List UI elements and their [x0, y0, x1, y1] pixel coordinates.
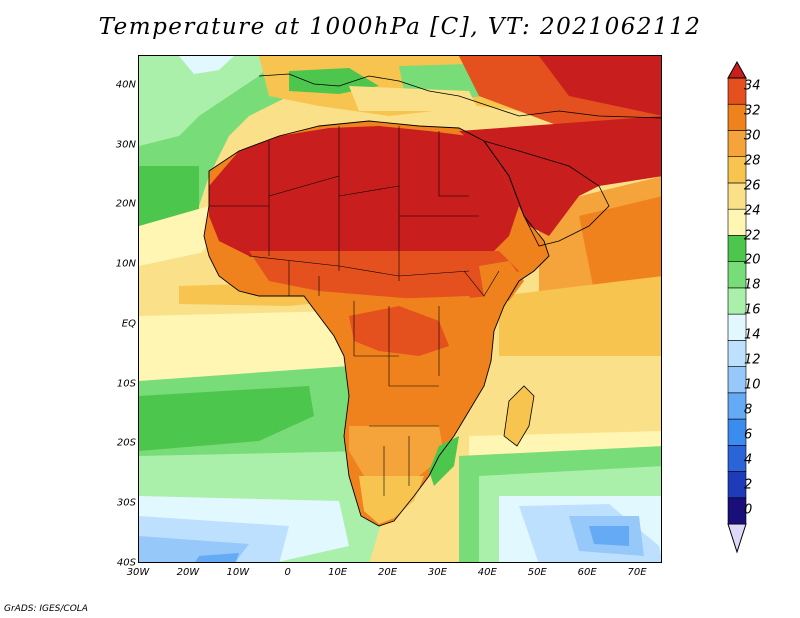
- colorbar-tick-label: 30: [744, 128, 761, 144]
- lon-tick-label: 0: [284, 567, 291, 578]
- lon-tick-label: 10W: [226, 567, 250, 578]
- temperature-map: [138, 55, 662, 563]
- colorbar-tick-label: 4: [744, 452, 753, 468]
- colorbar-tick-label: 2: [744, 477, 753, 493]
- lat-tick-label: 30N: [115, 139, 136, 151]
- lon-tick-label: 30E: [427, 567, 447, 578]
- lat-tick-label: 10S: [116, 378, 136, 390]
- colorbar-tick-label: 18: [744, 277, 761, 293]
- colorbar-tick-label: 8: [744, 402, 753, 418]
- lon-tick-label: 40E: [477, 567, 497, 578]
- lon-tick-label: 30W: [126, 567, 150, 578]
- lat-tick-label: 10N: [115, 258, 136, 270]
- lon-tick-label: 20W: [176, 567, 200, 578]
- lon-tick-label: 20E: [377, 567, 398, 578]
- map-title: Temperature at 1000hPa [C], VT: 20210621…: [98, 14, 702, 40]
- lon-tick-label: 10E: [328, 567, 348, 578]
- lat-tick-label: 40N: [115, 79, 136, 91]
- lat-tick-label: 40S: [116, 557, 136, 569]
- lon-tick-label: 70E: [627, 567, 647, 578]
- colorbar-tick-label: 28: [744, 153, 761, 169]
- colorbar-high-arrow: [727, 60, 747, 79]
- colorbar-tick-label: 22: [744, 228, 761, 244]
- colorbar-tick-label: 12: [744, 352, 761, 368]
- colorbar-tick-label: 16: [744, 302, 761, 318]
- colorbar-low-arrow: [727, 523, 747, 554]
- lat-tick-label: 30S: [116, 497, 136, 509]
- colorbar-tick-label: 14: [744, 327, 761, 343]
- lat-tick-label: 20N: [115, 198, 136, 210]
- credit-text: GrADS: IGES/COLA: [4, 604, 88, 614]
- colorbar-tick-label: 10: [744, 377, 761, 393]
- colorbar-tick-label: 26: [744, 178, 761, 194]
- colorbar-tick-label: 0: [744, 502, 753, 518]
- lat-tick-label: 20S: [116, 437, 136, 449]
- colorbar-tick-label: 24: [744, 203, 761, 219]
- colorbar-tick-label: 34: [744, 78, 761, 94]
- temperature-field: [139, 56, 661, 562]
- lon-tick-label: 50E: [527, 567, 547, 578]
- color-legend: [727, 60, 747, 554]
- colorbar-tick-label: 32: [744, 103, 761, 119]
- colorbar-tick-label: 20: [744, 252, 761, 268]
- lon-tick-label: 60E: [577, 567, 597, 578]
- lat-tick-label: EQ: [121, 318, 136, 330]
- colorbar-tick-label: 6: [744, 427, 753, 443]
